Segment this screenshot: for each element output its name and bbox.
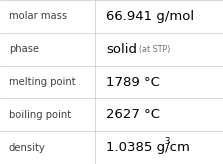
Text: phase: phase	[9, 44, 39, 54]
Text: melting point: melting point	[9, 77, 76, 87]
Text: density: density	[9, 143, 46, 153]
Text: molar mass: molar mass	[9, 11, 67, 21]
Text: 1789 °C: 1789 °C	[106, 75, 160, 89]
Text: 3: 3	[165, 137, 170, 146]
Text: 2627 °C: 2627 °C	[106, 108, 160, 121]
Text: 1.0385 g/cm: 1.0385 g/cm	[106, 141, 190, 154]
Text: solid: solid	[106, 43, 137, 56]
Text: boiling point: boiling point	[9, 110, 71, 120]
Text: (at STP): (at STP)	[139, 45, 170, 54]
Text: 66.941 g/mol: 66.941 g/mol	[106, 10, 194, 23]
